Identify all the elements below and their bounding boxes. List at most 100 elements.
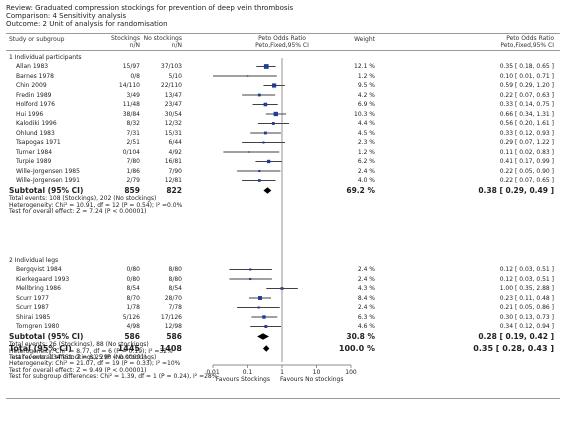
subtotal-nostockings: 822 bbox=[166, 185, 182, 195]
total-label: Total (95% CI) bbox=[9, 343, 72, 353]
stockings-value: 2/51 bbox=[126, 139, 140, 146]
nostockings-value: 37/103 bbox=[160, 63, 182, 70]
stockings-value: 4/98 bbox=[126, 323, 140, 330]
or-ci-value: 0.35 [ 0.18, 0.65 ] bbox=[499, 63, 554, 70]
subtotal-note: Total events: 26 (Stockings), 88 (No sto… bbox=[9, 341, 149, 348]
stockings-value: 15/97 bbox=[122, 63, 140, 70]
stockings-value: 8/54 bbox=[126, 285, 140, 292]
subtotal-note: Total events: 108 (Stockings), 202 (No s… bbox=[9, 195, 157, 202]
or-ci-value: 0.56 [ 0.20, 1.61 ] bbox=[499, 120, 554, 127]
nostockings-value: 4/92 bbox=[168, 148, 182, 156]
study-marker bbox=[273, 111, 278, 117]
study-name: Allan 1983 bbox=[16, 63, 49, 70]
study-name: Scurr 1977 bbox=[16, 294, 49, 302]
study-marker bbox=[263, 64, 269, 69]
nostockings-value: 13/47 bbox=[164, 91, 182, 99]
nostockings-value: 8/80 bbox=[168, 266, 182, 273]
subtotal-ci: 0.28 [ 0.19, 0.42 ] bbox=[478, 331, 554, 341]
or-ci-value: 0.23 [ 0.11, 0.48 ] bbox=[499, 294, 554, 302]
total-ci: 0.35 [ 0.28, 0.43 ] bbox=[473, 343, 554, 353]
weight-value: 8.4 % bbox=[357, 294, 375, 302]
subtotal-label: Subtotal (95% CI) bbox=[9, 331, 84, 341]
col-weight-header: Weight bbox=[354, 36, 375, 43]
nostockings-value: 6/44 bbox=[168, 139, 182, 146]
stockings-value: 11/48 bbox=[122, 101, 140, 108]
study-name: Bergqvist 1984 bbox=[16, 266, 62, 273]
study-marker bbox=[257, 306, 260, 309]
weight-value: 6.9 % bbox=[357, 101, 375, 108]
study-marker bbox=[258, 169, 261, 173]
study-name: Kalodiki 1996 bbox=[16, 120, 57, 127]
stockings-value: 1/86 bbox=[126, 167, 140, 175]
weight-value: 2.4 % bbox=[357, 167, 375, 175]
subtotal-label: Subtotal (95% CI) bbox=[9, 185, 84, 195]
weight-value: 4.5 % bbox=[357, 129, 375, 137]
study-marker bbox=[262, 315, 266, 319]
subtotal-note: Heterogeneity: Chi² = 10.91, df = 12 (P … bbox=[9, 201, 183, 209]
nostockings-value: 8/54 bbox=[168, 285, 182, 292]
nostockings-value: 16/81 bbox=[164, 158, 182, 165]
weight-value: 2.4 % bbox=[357, 275, 375, 283]
col-or-header: Peto Odds Ratio bbox=[506, 35, 554, 42]
footer-rule bbox=[6, 398, 560, 399]
stockings-value: 8/32 bbox=[126, 120, 140, 127]
nostockings-value: 15/31 bbox=[164, 129, 182, 137]
weight-value: 6.2 % bbox=[357, 158, 375, 165]
or-ci-value: 0.22 [ 0.05, 0.90 ] bbox=[499, 167, 554, 175]
weight-value: 2.4 % bbox=[357, 266, 375, 273]
stockings-value: 7/80 bbox=[126, 158, 140, 165]
study-name: Mellbring 1986 bbox=[16, 285, 61, 292]
nostockings-value: 7/90 bbox=[168, 167, 182, 175]
group-title: 2 Individual legs bbox=[9, 256, 59, 264]
col-plot-sub: Peto,Fixed,95% CI bbox=[255, 42, 309, 49]
study-name: Turpie 1989 bbox=[16, 158, 52, 165]
subtotal-note: Test for overall effect: Z = 7.24 (P < 0… bbox=[9, 208, 147, 215]
nostockings-value: 5/10 bbox=[168, 72, 182, 80]
weight-value: 4.0 % bbox=[357, 177, 375, 184]
nostockings-value: 12/32 bbox=[164, 120, 182, 127]
total-note: Test for subgroup differences: Chi² = 1.… bbox=[9, 373, 218, 380]
stockings-value: 8/70 bbox=[126, 294, 140, 302]
total-diamond bbox=[262, 345, 270, 352]
study-marker bbox=[271, 122, 275, 125]
nostockings-value: 12/98 bbox=[164, 323, 182, 330]
study-name: Kierkegaard 1993 bbox=[16, 275, 70, 283]
subtotal-note: Test for overall effect: Z = 6.25 (P < 0… bbox=[9, 354, 147, 361]
study-marker bbox=[249, 277, 252, 281]
or-ci-value: 0.33 [ 0.14, 0.75 ] bbox=[499, 101, 554, 108]
subtotal-ci: 0.38 [ 0.29, 0.49 ] bbox=[478, 185, 554, 195]
x-tick-label: 0.01 bbox=[206, 369, 220, 376]
or-ci-value: 0.29 [ 0.07, 1.22 ] bbox=[499, 139, 554, 146]
nostockings-value: 23/47 bbox=[164, 101, 182, 108]
weight-value: 2.3 % bbox=[357, 139, 375, 146]
study-name: Holford 1976 bbox=[16, 101, 55, 108]
group-title: 1 Individual participants bbox=[9, 53, 82, 61]
study-name: Ohlund 1983 bbox=[16, 129, 55, 137]
study-marker bbox=[272, 83, 277, 88]
weight-value: 9.5 % bbox=[357, 82, 375, 89]
study-name: Fredin 1989 bbox=[16, 91, 52, 99]
study-name: Chin 2009 bbox=[16, 82, 47, 89]
subtotal-stockings: 859 bbox=[124, 185, 140, 195]
nostockings-value: 17/126 bbox=[160, 313, 182, 321]
subtotal-diamond bbox=[257, 333, 270, 340]
weight-value: 4.4 % bbox=[357, 120, 375, 127]
col-study-header: Study or subgroup bbox=[9, 36, 65, 43]
weight-value: 10.3 % bbox=[354, 110, 375, 118]
nostockings-value: 22/110 bbox=[160, 82, 182, 89]
header-rule bbox=[6, 33, 560, 34]
study-name: Barnes 1978 bbox=[16, 72, 54, 80]
weight-value: 2.4 % bbox=[357, 304, 375, 311]
or-ci-value: 0.10 [ 0.01, 0.71 ] bbox=[499, 72, 554, 80]
or-ci-value: 0.21 [ 0.05, 0.86 ] bbox=[499, 304, 554, 311]
nostockings-value: 8/80 bbox=[168, 275, 182, 283]
stockings-value: 0/104 bbox=[122, 148, 140, 156]
study-marker bbox=[257, 179, 261, 182]
outcome-title: Outcome: 2 Unit of analysis for randomis… bbox=[6, 20, 168, 28]
subtotal-weight: 30.8 % bbox=[346, 331, 375, 341]
study-marker bbox=[258, 296, 262, 300]
or-ci-value: 1.00 [ 0.35, 2.88 ] bbox=[499, 285, 554, 292]
stockings-value: 0/8 bbox=[130, 72, 140, 80]
nostockings-value: 28/70 bbox=[164, 294, 182, 302]
total-note: Test for overall effect: Z = 9.49 (P < 0… bbox=[9, 366, 147, 374]
